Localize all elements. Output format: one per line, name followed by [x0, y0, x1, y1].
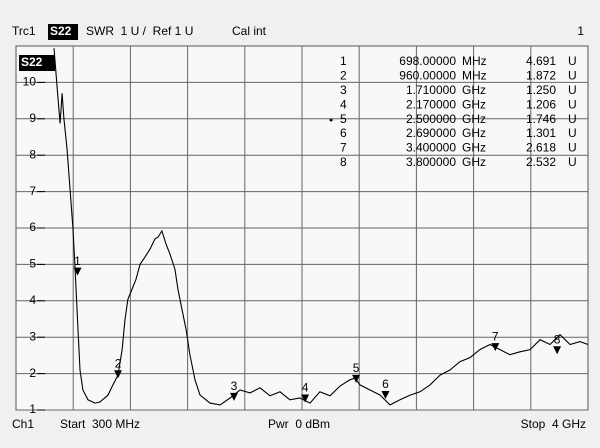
- marker-freq: 2.170000: [406, 97, 456, 111]
- marker-label: 5: [353, 361, 360, 375]
- marker-unit: U: [568, 97, 577, 111]
- y-tick-label: 6: [29, 220, 36, 234]
- trace: [53, 48, 589, 406]
- param: S22: [50, 24, 72, 38]
- marker-num: 1: [340, 54, 347, 68]
- marker-unit: U: [568, 83, 577, 97]
- marker-freq-unit: MHz: [462, 54, 487, 68]
- format: SWR 1 U / Ref 1 U: [86, 24, 193, 38]
- y-tick-label: 2: [29, 366, 36, 380]
- marker-freq-unit: GHz: [462, 83, 486, 97]
- param-box: [48, 24, 78, 40]
- trace-label-box: [19, 55, 55, 71]
- active-marker-dot: •: [329, 113, 333, 127]
- y-tick-label: 10: [23, 75, 37, 89]
- channel-num: 1: [577, 24, 584, 38]
- marker-label: 4: [302, 381, 309, 395]
- marker-freq: 698.00000: [399, 54, 456, 68]
- marker-freq-unit: GHz: [462, 141, 486, 155]
- marker-unit: U: [568, 155, 577, 169]
- marker-freq-unit: GHz: [462, 126, 486, 140]
- marker: [229, 392, 238, 401]
- marker-freq-unit: MHz: [462, 69, 487, 83]
- marker: [381, 391, 390, 400]
- y-tick-label: 7: [29, 184, 36, 198]
- y-tick-label: 3: [29, 329, 36, 343]
- marker-label: 8: [554, 332, 561, 346]
- y-tick-label: 9: [29, 111, 36, 125]
- marker-num: 3: [340, 83, 347, 97]
- marker-unit: U: [568, 141, 577, 155]
- marker-unit: U: [568, 69, 577, 83]
- start: Start 300 MHz: [60, 417, 140, 431]
- marker-freq: 960.00000: [399, 69, 456, 83]
- marker: [73, 267, 82, 276]
- marker-freq: 3.400000: [406, 141, 456, 155]
- channel: Ch1: [12, 417, 34, 431]
- marker: [491, 343, 500, 352]
- marker-freq-unit: GHz: [462, 97, 486, 111]
- marker-freq: 2.690000: [406, 126, 456, 140]
- marker-value: 1.206: [526, 97, 556, 111]
- marker-freq: 3.800000: [406, 155, 456, 169]
- trace-label: S22: [21, 55, 43, 69]
- marker-label: 3: [231, 379, 238, 393]
- marker: [114, 370, 123, 379]
- marker-freq: 2.500000: [406, 112, 456, 126]
- marker-value: 4.691: [526, 54, 556, 68]
- y-tick-label: 5: [29, 257, 36, 271]
- marker: [352, 374, 361, 383]
- marker-label: 2: [115, 356, 122, 370]
- y-tick-label: 1: [29, 402, 36, 416]
- marker-num: 8: [340, 155, 347, 169]
- marker-value: 2.618: [526, 141, 556, 155]
- y-tick-label: 8: [29, 147, 36, 161]
- marker-value: 2.532: [526, 155, 556, 169]
- marker-value: 1.301: [526, 126, 556, 140]
- stop: Stop 4 GHz: [521, 417, 586, 431]
- marker-num: 5: [340, 112, 347, 126]
- marker-label: 6: [382, 377, 389, 391]
- marker-freq-unit: GHz: [462, 155, 486, 169]
- y-tick-label: 4: [29, 293, 36, 307]
- marker: [553, 346, 562, 355]
- marker-freq: 1.710000: [406, 83, 456, 97]
- marker-value: 1.250: [526, 83, 556, 97]
- trace-name: Trc1: [12, 24, 36, 38]
- marker-unit: U: [568, 112, 577, 126]
- marker-unit: U: [568, 54, 577, 68]
- marker-num: 7: [340, 141, 347, 155]
- marker-label: 1: [74, 254, 81, 268]
- marker-unit: U: [568, 126, 577, 140]
- marker-value: 1.746: [526, 112, 556, 126]
- cal: Cal int: [232, 24, 267, 38]
- marker-num: 4: [340, 97, 347, 111]
- marker-num: 6: [340, 126, 347, 140]
- marker-value: 1.872: [526, 69, 556, 83]
- marker-num: 2: [340, 69, 347, 83]
- marker: [301, 394, 310, 403]
- marker-freq-unit: GHz: [462, 112, 486, 126]
- marker-label: 7: [492, 329, 499, 343]
- power: Pwr 0 dBm: [268, 417, 330, 431]
